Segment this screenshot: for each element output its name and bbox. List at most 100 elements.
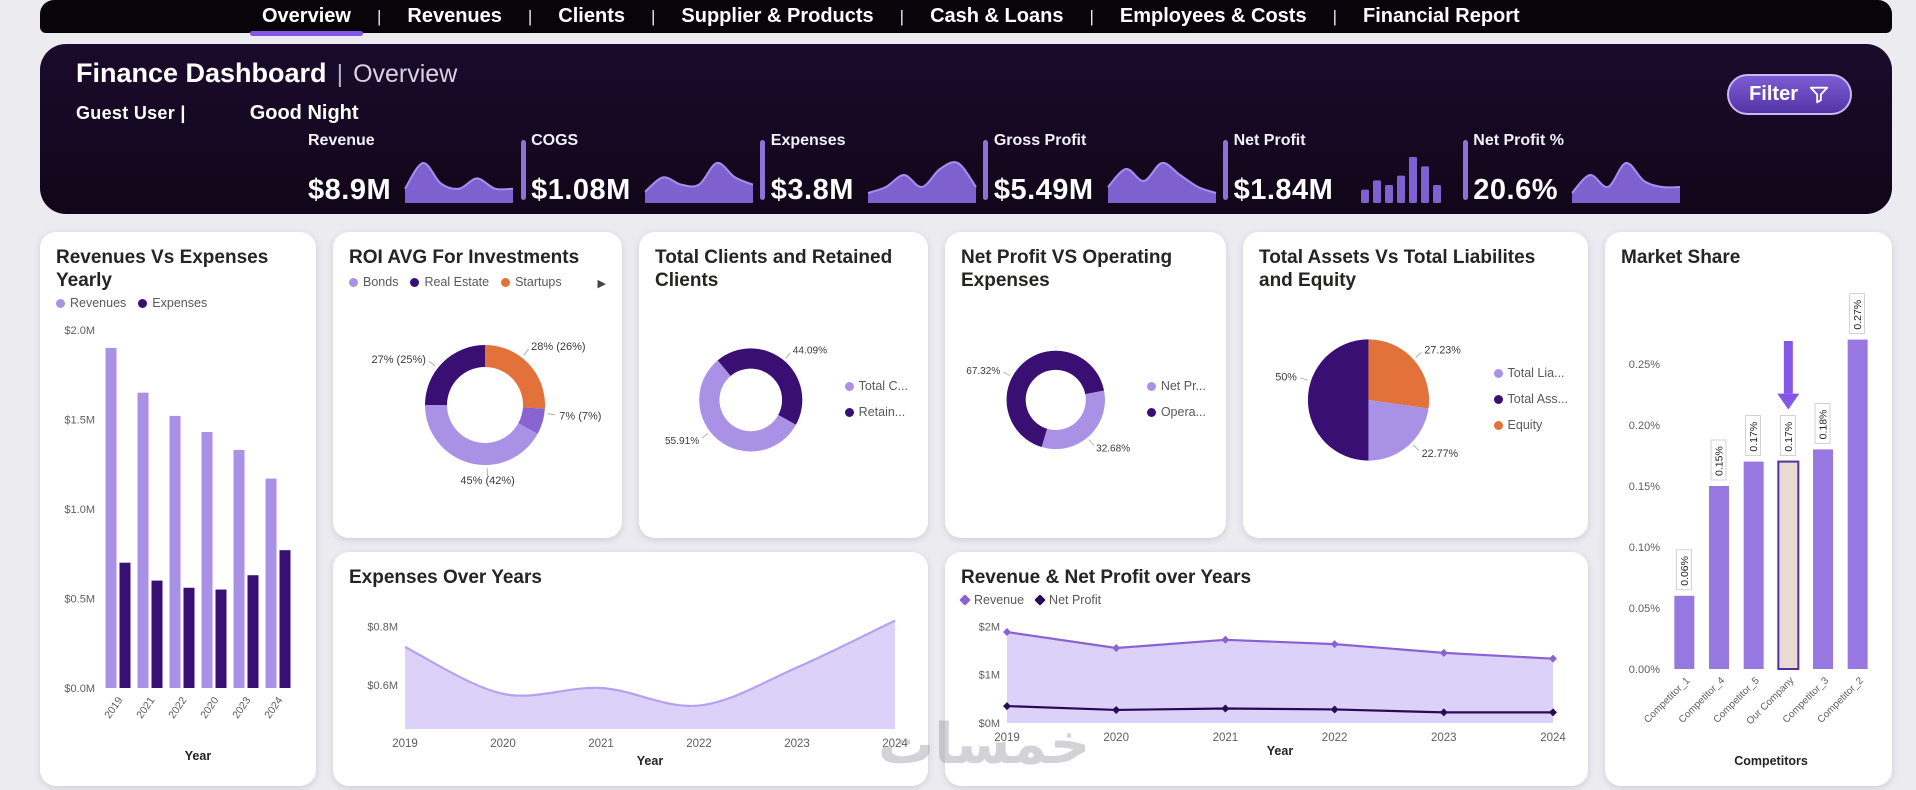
legend-item-revenue[interactable]: Revenue — [959, 593, 1024, 607]
segment-32-68[interactable] — [1041, 390, 1105, 450]
svg-text:2020: 2020 — [1103, 732, 1129, 744]
svg-text:2019: 2019 — [994, 732, 1020, 744]
nav-item-financial-report[interactable]: Financial Report — [1363, 5, 1520, 27]
legend-item-total-ass[interactable]: Total Ass... — [1493, 392, 1568, 407]
bar-competitor-3[interactable] — [1813, 449, 1833, 670]
nav-item-employees-costs[interactable]: Employees & Costs — [1119, 5, 1307, 27]
segment-55-91[interactable] — [699, 360, 796, 452]
legend-item-retain[interactable]: Retain... — [844, 405, 908, 419]
svg-text:$2M: $2M — [979, 621, 1000, 633]
segment-7-7[interactable] — [518, 407, 545, 435]
bar-expenses-2019[interactable] — [119, 563, 131, 689]
legend-item-bonds[interactable]: Bonds — [349, 275, 398, 289]
svg-text:22.77%: 22.77% — [1422, 448, 1459, 460]
revenues-expenses-chart[interactable]: $0.0M $0.5M $1.0M $1.5M $2.0M Year 2019 2021 202… — [56, 314, 300, 766]
bar-revenues-2022[interactable] — [169, 416, 181, 689]
legend-item-net-profit[interactable]: Net Profit — [1034, 593, 1101, 607]
legend-item-total-c[interactable]: Total C... — [844, 379, 908, 393]
bar-expenses-2023[interactable] — [247, 575, 259, 689]
legend-item-startups[interactable]: Startups — [501, 275, 562, 289]
svg-text:Competitors: Competitors — [1734, 754, 1808, 768]
svg-text:45% (42%): 45% (42%) — [460, 475, 514, 487]
svg-text:2019: 2019 — [102, 695, 125, 721]
legend-scroll-arrow[interactable]: ▶ — [597, 277, 606, 290]
segment-22-77[interactable] — [1368, 400, 1429, 461]
bar-expenses-2022[interactable] — [183, 588, 195, 689]
legend-label: Net Pr... — [1160, 379, 1206, 394]
legend-item-net-pr[interactable]: Net Pr... — [1146, 379, 1206, 394]
nav-item-clients[interactable]: Clients — [558, 5, 625, 27]
nav-item-revenues[interactable]: Revenues — [407, 5, 502, 27]
nav-separator: | — [899, 6, 905, 26]
nav-item-cash-loans[interactable]: Cash & Loans — [930, 5, 1064, 27]
market-share-chart[interactable]: 0.00% 0.05% 0.10% 0.15% 0.20% 0.25% Competitor… — [1621, 273, 1883, 771]
legend-item-real-estate[interactable]: Real Estate — [410, 275, 489, 289]
kpi-row: Revenue $8.9M COGS $1.08M Expenses $3.8M Gross… — [308, 132, 1682, 205]
segment-27-25[interactable] — [425, 345, 485, 406]
netprofit-opex-donut-chart[interactable]: 32.68% 67.32% — [961, 296, 1147, 502]
kpi-divider — [1462, 140, 1468, 200]
legend-item-total-lia[interactable]: Total Lia... — [1493, 366, 1568, 380]
legend: Revenue Net Profit — [959, 593, 1572, 607]
bar-competitor-1[interactable] — [1674, 595, 1695, 670]
nav-item-overview[interactable]: Overview — [250, 5, 363, 36]
svg-text:$0M: $0M — [979, 718, 1000, 730]
revenue-netprofit-chart[interactable]: $0M $1M $2M Year 2019 2020 2021 2022 2023 2024 — [961, 611, 1569, 761]
segment-50[interactable] — [1307, 339, 1369, 461]
segment-45-42[interactable] — [425, 405, 538, 466]
roi-donut-chart[interactable]: 28% (26%) 7% (7%) 45% (42%) 27% (25%) — [349, 295, 621, 511]
bar-revenues-2020[interactable] — [201, 432, 213, 689]
svg-text:50%: 50% — [1275, 372, 1297, 384]
segment-27-23[interactable] — [1368, 339, 1430, 409]
legend: Bonds Real Estate Startups — [349, 275, 562, 289]
bar-expenses-2021[interactable] — [151, 580, 163, 689]
filter-button[interactable]: Filter — [1727, 74, 1852, 115]
kpi-sparkline — [404, 162, 514, 203]
bar-revenues-2021[interactable] — [137, 392, 149, 689]
bar-our-company[interactable] — [1777, 460, 1800, 671]
legend-item-opera[interactable]: Opera... — [1146, 405, 1206, 419]
svg-text:0.06%: 0.06% — [1679, 556, 1691, 586]
bar-revenues-2024[interactable] — [265, 478, 277, 689]
nav-item-supplier-products[interactable]: Supplier & Products — [681, 5, 874, 27]
legend-item-revenues[interactable]: Revenues — [56, 296, 126, 310]
legend-dot — [349, 277, 358, 287]
svg-text:0.05%: 0.05% — [1629, 603, 1660, 615]
bar-expenses-2024[interactable] — [279, 550, 291, 689]
kpi-sparkline — [1361, 157, 1442, 203]
bar-revenues-2023[interactable] — [233, 450, 245, 689]
bar-revenues-2019[interactable] — [105, 348, 117, 689]
legend-label: Total Ass... — [1507, 392, 1568, 407]
svg-text:2021: 2021 — [1213, 732, 1239, 744]
legend-item-expenses[interactable]: Expenses — [138, 296, 207, 310]
card-title: Revenues Vs Expenses Yearly — [56, 247, 269, 292]
clients-donut-chart[interactable]: 44.09% 55.91% — [655, 296, 845, 502]
segment-28-26[interactable] — [485, 345, 545, 409]
kpi-divider — [760, 140, 766, 200]
legend-dot — [138, 298, 148, 308]
bar-competitor-4[interactable] — [1709, 486, 1729, 670]
segment-44-09[interactable] — [717, 348, 803, 426]
svg-text:32.68%: 32.68% — [1096, 444, 1130, 455]
card-assets-liabilities-equity: Total Assets Vs Total Liabilites and Equ… — [1243, 232, 1588, 538]
svg-text:0.18%: 0.18% — [1818, 410, 1830, 440]
bar-competitor-2[interactable] — [1847, 339, 1868, 670]
svg-text:7% (7%): 7% (7%) — [559, 411, 601, 423]
kpi-sparkline — [644, 161, 754, 203]
card-title: Net Profit VS Operating Expenses — [961, 247, 1173, 292]
svg-text:Year: Year — [1267, 744, 1294, 758]
legend-label: Startups — [515, 275, 562, 290]
segment-67-32[interactable] — [1006, 351, 1105, 448]
our-company-arrow-shaft — [1783, 341, 1793, 394]
legend-item-equity[interactable]: Equity — [1493, 418, 1568, 432]
svg-text:27% (25%): 27% (25%) — [371, 354, 425, 366]
svg-text:2020: 2020 — [198, 695, 221, 721]
svg-text:$0.5M: $0.5M — [64, 594, 95, 606]
svg-text:55.91%: 55.91% — [665, 436, 699, 447]
assets-pie-chart[interactable]: 27.23% 22.77% 50% — [1259, 296, 1494, 502]
expenses-area-chart[interactable]: $0.6M $0.8M Year 2019 2020 2021 2022 2023 2024 — [349, 593, 911, 771]
bar-competitor-5[interactable] — [1743, 461, 1764, 670]
bar-expenses-2020[interactable] — [215, 589, 227, 689]
filter-label: Filter — [1749, 83, 1798, 105]
nav-separator: | — [1332, 6, 1338, 26]
